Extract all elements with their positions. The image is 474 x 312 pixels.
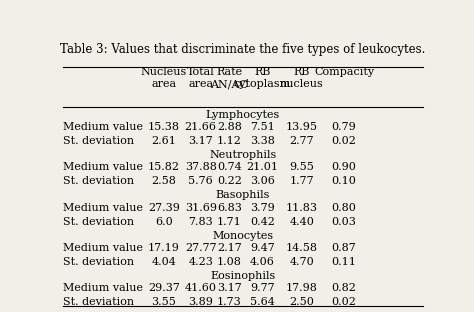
Text: Monocytes: Monocytes: [212, 231, 273, 241]
Text: 1.73: 1.73: [217, 297, 242, 307]
Text: 0.03: 0.03: [331, 217, 356, 227]
Text: 4.70: 4.70: [289, 257, 314, 267]
Text: Eosinophils: Eosinophils: [210, 271, 275, 281]
Text: 27.39: 27.39: [148, 203, 180, 213]
Text: 7.83: 7.83: [188, 217, 213, 227]
Text: 0.11: 0.11: [331, 257, 356, 267]
Text: 0.10: 0.10: [331, 176, 356, 186]
Text: 2.77: 2.77: [290, 136, 314, 146]
Text: 0.87: 0.87: [332, 243, 356, 253]
Text: 6.83: 6.83: [217, 203, 242, 213]
Text: Rate
AN/AC: Rate AN/AC: [210, 67, 248, 89]
Text: Medium value: Medium value: [63, 283, 143, 294]
Text: 1.71: 1.71: [217, 217, 242, 227]
Text: 4.04: 4.04: [152, 257, 176, 267]
Text: 0.90: 0.90: [331, 162, 356, 172]
Text: 2.17: 2.17: [217, 243, 242, 253]
Text: 2.61: 2.61: [152, 136, 176, 146]
Text: 1.12: 1.12: [217, 136, 242, 146]
Text: St. deviation: St. deviation: [63, 136, 134, 146]
Text: 37.88: 37.88: [185, 162, 217, 172]
Text: 0.82: 0.82: [331, 283, 356, 294]
Text: RB
cytoplasm: RB cytoplasm: [234, 67, 291, 89]
Text: St. deviation: St. deviation: [63, 297, 134, 307]
Text: 4.40: 4.40: [289, 217, 314, 227]
Text: 14.58: 14.58: [286, 243, 318, 253]
Text: 9.55: 9.55: [289, 162, 314, 172]
Text: 0.74: 0.74: [217, 162, 242, 172]
Text: RB
nucleus: RB nucleus: [280, 67, 324, 89]
Text: 0.02: 0.02: [331, 136, 356, 146]
Text: St. deviation: St. deviation: [63, 217, 134, 227]
Text: 3.55: 3.55: [152, 297, 176, 307]
Text: 21.01: 21.01: [246, 162, 278, 172]
Text: Compacity: Compacity: [314, 67, 374, 77]
Text: 5.64: 5.64: [250, 297, 275, 307]
Text: 11.83: 11.83: [286, 203, 318, 213]
Text: 3.38: 3.38: [250, 136, 275, 146]
Text: 1.77: 1.77: [290, 176, 314, 186]
Text: 2.50: 2.50: [289, 297, 314, 307]
Text: 3.79: 3.79: [250, 203, 275, 213]
Text: Table 3: Values that discriminate the five types of leukocytes.: Table 3: Values that discriminate the fi…: [60, 43, 426, 56]
Text: Medium value: Medium value: [63, 243, 143, 253]
Text: 9.47: 9.47: [250, 243, 275, 253]
Text: Medium value: Medium value: [63, 162, 143, 172]
Text: 1.08: 1.08: [217, 257, 242, 267]
Text: 3.89: 3.89: [188, 297, 213, 307]
Text: Medium value: Medium value: [63, 203, 143, 213]
Text: 0.22: 0.22: [217, 176, 242, 186]
Text: 41.60: 41.60: [185, 283, 217, 294]
Text: 29.37: 29.37: [148, 283, 180, 294]
Text: 3.17: 3.17: [217, 283, 242, 294]
Text: 15.82: 15.82: [148, 162, 180, 172]
Text: Lymphocytes: Lymphocytes: [206, 110, 280, 119]
Text: St. deviation: St. deviation: [63, 257, 134, 267]
Text: 4.23: 4.23: [188, 257, 213, 267]
Text: 9.77: 9.77: [250, 283, 275, 294]
Text: 27.77: 27.77: [185, 243, 217, 253]
Text: St. deviation: St. deviation: [63, 176, 134, 186]
Text: 0.79: 0.79: [332, 122, 356, 132]
Text: 2.88: 2.88: [217, 122, 242, 132]
Text: 2.58: 2.58: [152, 176, 176, 186]
Text: 21.66: 21.66: [185, 122, 217, 132]
Text: 0.80: 0.80: [331, 203, 356, 213]
Text: 7.51: 7.51: [250, 122, 275, 132]
Text: 31.69: 31.69: [185, 203, 217, 213]
Text: 4.06: 4.06: [250, 257, 275, 267]
Text: Neutrophils: Neutrophils: [210, 150, 276, 160]
Text: Nucleus
area: Nucleus area: [141, 67, 187, 89]
Text: 3.17: 3.17: [188, 136, 213, 146]
Text: 15.38: 15.38: [148, 122, 180, 132]
Text: 5.76: 5.76: [188, 176, 213, 186]
Text: Medium value: Medium value: [63, 122, 143, 132]
Text: 17.19: 17.19: [148, 243, 180, 253]
Text: Basophils: Basophils: [216, 190, 270, 200]
Text: 17.98: 17.98: [286, 283, 318, 294]
Text: Total
area: Total area: [187, 67, 215, 89]
Text: 3.06: 3.06: [250, 176, 275, 186]
Text: 0.02: 0.02: [331, 297, 356, 307]
Text: 0.42: 0.42: [250, 217, 275, 227]
Text: 13.95: 13.95: [286, 122, 318, 132]
Text: 6.0: 6.0: [155, 217, 173, 227]
